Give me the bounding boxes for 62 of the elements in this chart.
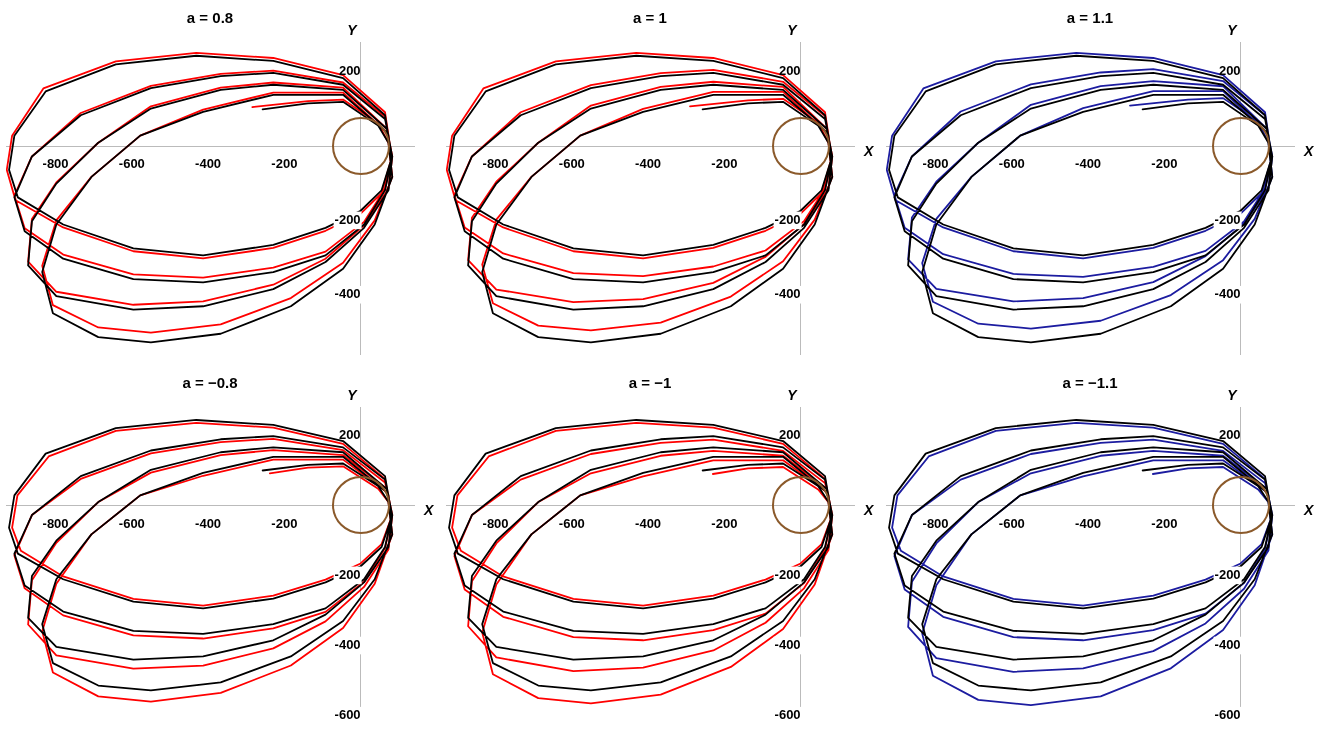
x-tick-label: -800 [42, 515, 69, 531]
x-tick-label: -800 [922, 156, 949, 172]
y-axis-title: Y [1227, 386, 1239, 403]
x-tick-label: -600 [558, 156, 585, 172]
x-tick-label: -400 [635, 515, 662, 531]
x-tick-label: -400 [1075, 515, 1102, 531]
x-axis-title: X [423, 502, 435, 519]
y-tick-label: -600 [774, 707, 801, 723]
x-tick-label: -600 [998, 156, 1025, 172]
y-tick-label: -200 [334, 211, 361, 227]
y-tick-label: -600 [1214, 707, 1241, 723]
x-tick-label: -200 [711, 156, 738, 172]
x-tick-label: -200 [271, 156, 298, 172]
x-tick-label: -600 [558, 515, 585, 531]
x-tick-label: -600 [998, 515, 1025, 531]
x-tick-label: -400 [195, 156, 222, 172]
y-tick-label: -600 [334, 707, 361, 723]
x-axis-title: X [863, 142, 875, 159]
y-tick-label: -400 [334, 286, 361, 302]
chart-title: a = 1.1 [1066, 9, 1114, 27]
x-tick-label: -800 [482, 515, 509, 531]
y-tick-label: 200 [1218, 426, 1241, 442]
y-axis-title: Y [1227, 21, 1239, 38]
chart-title: a = 0.8 [186, 9, 234, 27]
x-tick-label: -400 [1075, 156, 1102, 172]
y-tick-label: -200 [1214, 211, 1241, 227]
x-axis-title: X [1303, 502, 1315, 519]
y-tick-label: -400 [774, 637, 801, 653]
chart-title: a = −1.1 [1062, 374, 1118, 392]
chart-title: a = −0.8 [182, 374, 238, 392]
x-tick-label: -200 [711, 515, 738, 531]
y-tick-label: 200 [338, 63, 361, 79]
y-axis-title: Y [347, 386, 359, 403]
x-tick-label: -600 [118, 156, 145, 172]
y-tick-label: -400 [334, 637, 361, 653]
x-tick-label: -200 [1151, 515, 1178, 531]
x-tick-label: -800 [922, 515, 949, 531]
y-axis-title: Y [787, 386, 799, 403]
chart-title: a = 1 [633, 9, 667, 27]
y-tick-label: 200 [338, 426, 361, 442]
chart-title: a = −1 [628, 374, 672, 392]
y-tick-label: -200 [1214, 566, 1241, 582]
y-tick-label: -400 [1214, 637, 1241, 653]
y-tick-label: -200 [774, 566, 801, 582]
x-tick-label: -400 [635, 156, 662, 172]
y-tick-label: -200 [334, 566, 361, 582]
x-axis-title: X [863, 502, 875, 519]
x-tick-label: -200 [271, 515, 298, 531]
y-tick-label: -200 [774, 211, 801, 227]
x-tick-label: -800 [482, 156, 509, 172]
x-tick-label: -400 [195, 515, 222, 531]
y-tick-label: 200 [778, 63, 801, 79]
x-tick-label: -600 [118, 515, 145, 531]
x-axis-title: X [1303, 142, 1315, 159]
y-tick-label: 200 [1218, 63, 1241, 79]
y-axis-title: Y [787, 21, 799, 38]
x-tick-label: -200 [1151, 156, 1178, 172]
y-tick-label: 200 [778, 426, 801, 442]
y-tick-label: -400 [1214, 286, 1241, 302]
y-axis-title: Y [347, 21, 359, 38]
y-tick-label: -400 [774, 286, 801, 302]
x-tick-label: -800 [42, 156, 69, 172]
